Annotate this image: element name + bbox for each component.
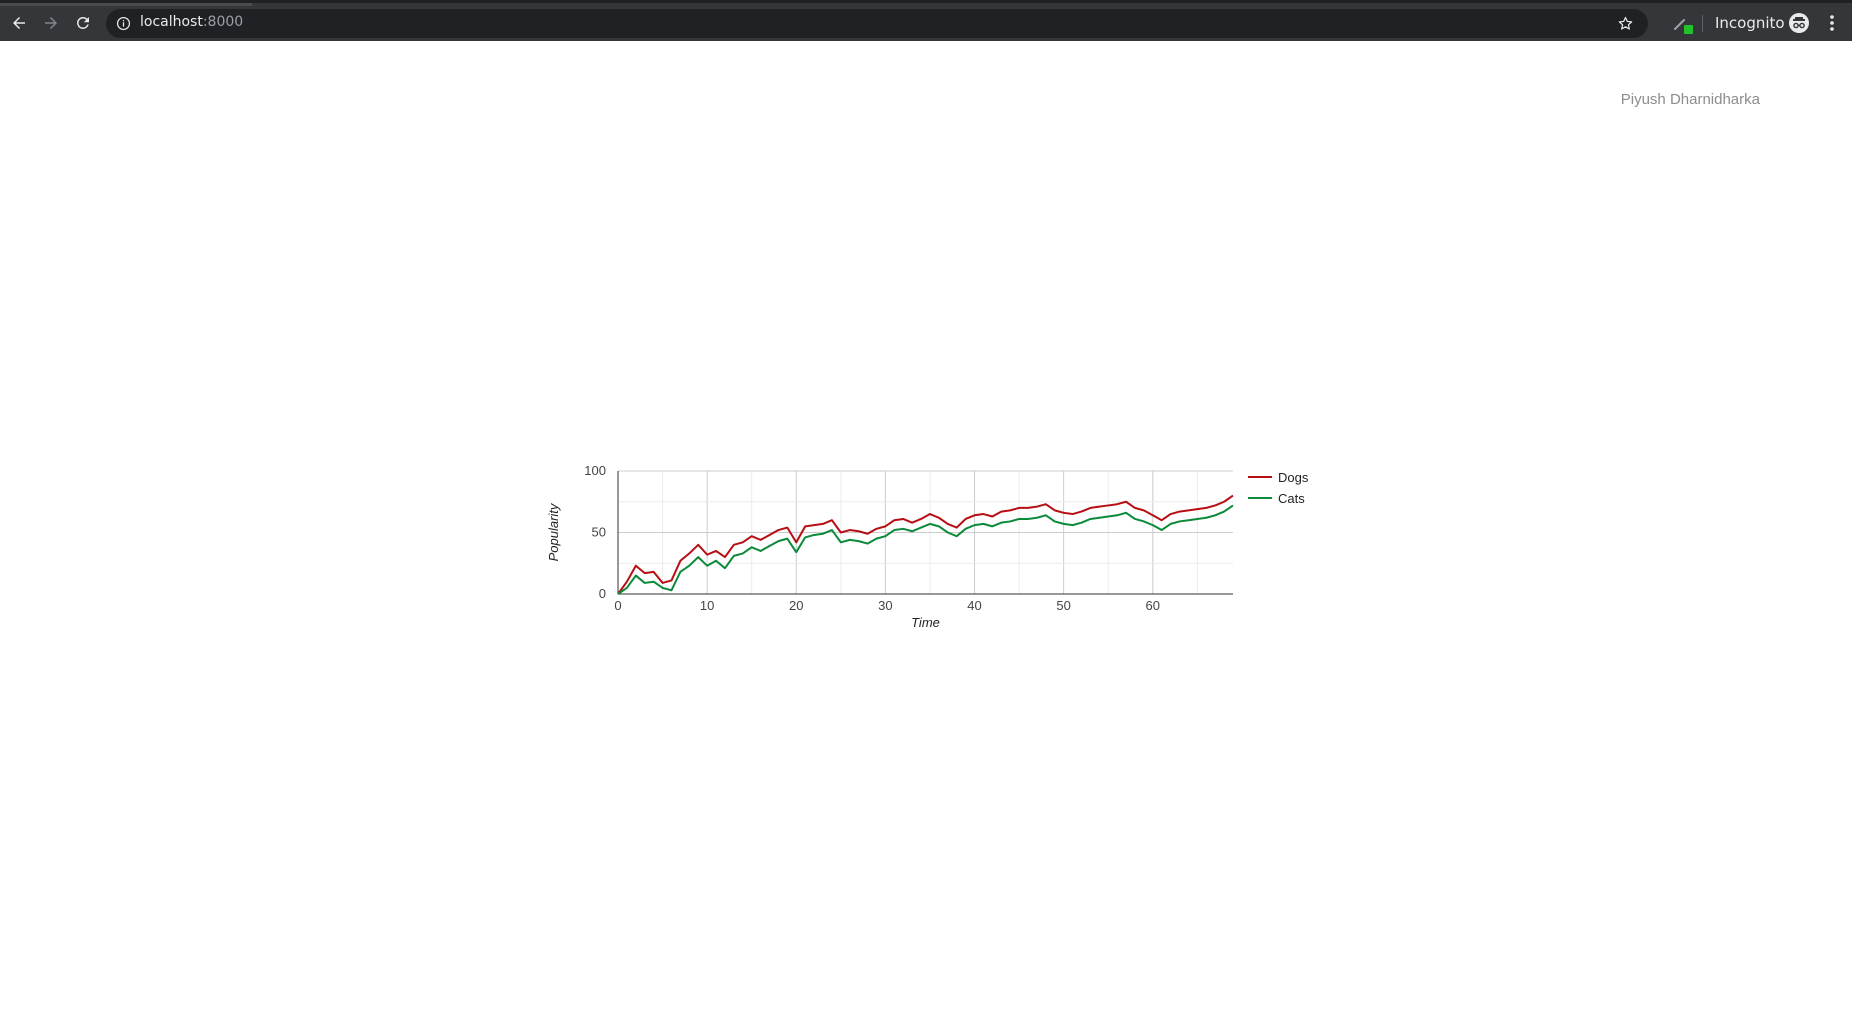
extension-button[interactable] bbox=[1672, 13, 1694, 35]
x-tick-label: 10 bbox=[700, 598, 714, 613]
x-tick-labels: 0 10 20 30 40 50 60 bbox=[614, 598, 1160, 613]
legend-label-dogs: Dogs bbox=[1278, 470, 1309, 485]
incognito-icon[interactable] bbox=[1788, 12, 1810, 34]
pencil-icon bbox=[1674, 19, 1685, 30]
x-tick-label: 0 bbox=[614, 598, 621, 613]
x-tick-label: 50 bbox=[1056, 598, 1070, 613]
x-axis-title: Time bbox=[911, 615, 940, 630]
address-bar[interactable]: localhost:8000 bbox=[106, 9, 1648, 38]
info-icon[interactable] bbox=[116, 16, 131, 31]
tab-strip-edge bbox=[0, 3, 252, 6]
popularity-chart: 0 50 100 0 10 20 30 40 50 60 Time Popularity Dog… bbox=[540, 455, 1320, 645]
browser-toolbar: localhost:8000 Incognito bbox=[0, 0, 1852, 41]
y-tick-label: 100 bbox=[584, 463, 606, 478]
series-line-dogs bbox=[617, 494, 1234, 595]
chart-series bbox=[617, 494, 1234, 595]
y-tick-label: 50 bbox=[592, 525, 606, 540]
y-axis-title: Popularity bbox=[546, 502, 561, 561]
url-text: localhost:8000 bbox=[140, 14, 243, 30]
author-name: Piyush Dharnidharka bbox=[1620, 91, 1760, 108]
url-port: :8000 bbox=[202, 14, 244, 30]
x-tick-label: 60 bbox=[1146, 598, 1160, 613]
x-tick-label: 30 bbox=[878, 598, 892, 613]
bookmark-star-icon[interactable] bbox=[1617, 15, 1634, 32]
more-vert-icon[interactable] bbox=[1824, 14, 1840, 32]
chart-axes bbox=[617, 471, 1233, 595]
toolbar-separator bbox=[1702, 15, 1703, 32]
forward-button[interactable] bbox=[39, 11, 63, 35]
chart-legend: Dogs Cats bbox=[1248, 470, 1309, 506]
extension-badge bbox=[1684, 25, 1693, 34]
x-tick-label: 20 bbox=[789, 598, 803, 613]
y-tick-label: 0 bbox=[599, 586, 606, 601]
x-tick-label: 40 bbox=[967, 598, 981, 613]
arrow-left-icon bbox=[13, 17, 25, 29]
series-line-cats bbox=[617, 504, 1234, 595]
line-chart-svg: 0 50 100 0 10 20 30 40 50 60 Time Popularity Dog… bbox=[546, 463, 1309, 630]
back-button[interactable] bbox=[7, 11, 31, 35]
legend-label-cats: Cats bbox=[1278, 491, 1305, 506]
reload-button[interactable] bbox=[71, 11, 95, 35]
incognito-label: Incognito bbox=[1715, 14, 1785, 32]
arrow-right-icon bbox=[45, 17, 57, 29]
chart-grid bbox=[618, 470, 1233, 594]
reload-icon bbox=[76, 16, 89, 29]
url-host: localhost bbox=[140, 14, 203, 30]
y-tick-labels: 0 50 100 bbox=[584, 463, 606, 601]
